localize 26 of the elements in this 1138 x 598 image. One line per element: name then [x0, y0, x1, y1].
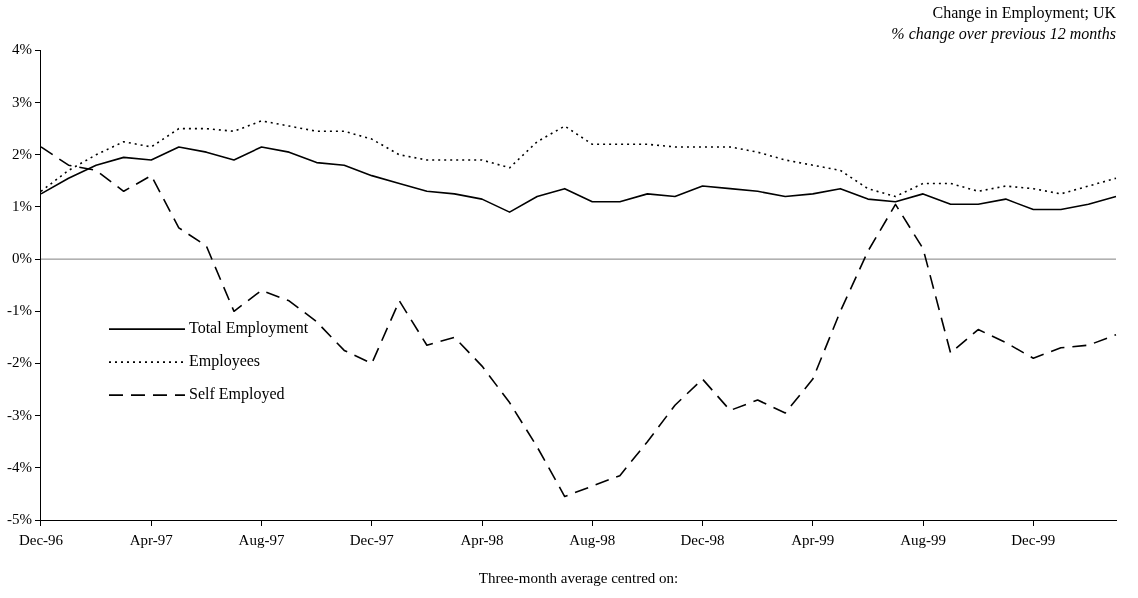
y-tick-label: 3% — [11, 93, 32, 110]
x-tick-label: Dec-99 — [1011, 531, 1056, 548]
x-tick-label: Dec-96 — [18, 531, 64, 548]
x-tick-label: Aug-97 — [238, 531, 285, 548]
legend-label: Employees — [188, 352, 261, 371]
y-tick-label: -5% — [6, 510, 32, 527]
y-tick-label: 4% — [11, 41, 32, 58]
legend-label: Total Employment — [188, 319, 309, 338]
y-tick-label: -1% — [6, 302, 32, 319]
x-tick-label: Apr-98 — [460, 531, 504, 548]
legend-label: Self Employed — [188, 385, 285, 404]
chart-subtitle: % change over previous 12 months — [891, 25, 1116, 43]
y-tick-label: -2% — [6, 354, 32, 371]
y-tick-label: -4% — [6, 458, 32, 475]
x-tick-label: Aug-98 — [569, 531, 616, 548]
x-tick-label: Dec-98 — [680, 531, 725, 548]
chart-title: Change in Employment; UK — [932, 3, 1117, 22]
y-tick-label: 0% — [11, 250, 32, 267]
x-tick-label: Aug-99 — [900, 531, 946, 548]
x-axis-title: Three-month average centred on: — [478, 569, 679, 586]
x-tick-label: Apr-97 — [129, 531, 174, 548]
x-tick-label: Apr-99 — [791, 531, 835, 548]
x-tick-label: Dec-97 — [349, 531, 395, 548]
y-tick-label: -3% — [6, 406, 32, 423]
y-tick-label: 2% — [11, 145, 32, 162]
y-tick-label: 1% — [11, 197, 32, 214]
